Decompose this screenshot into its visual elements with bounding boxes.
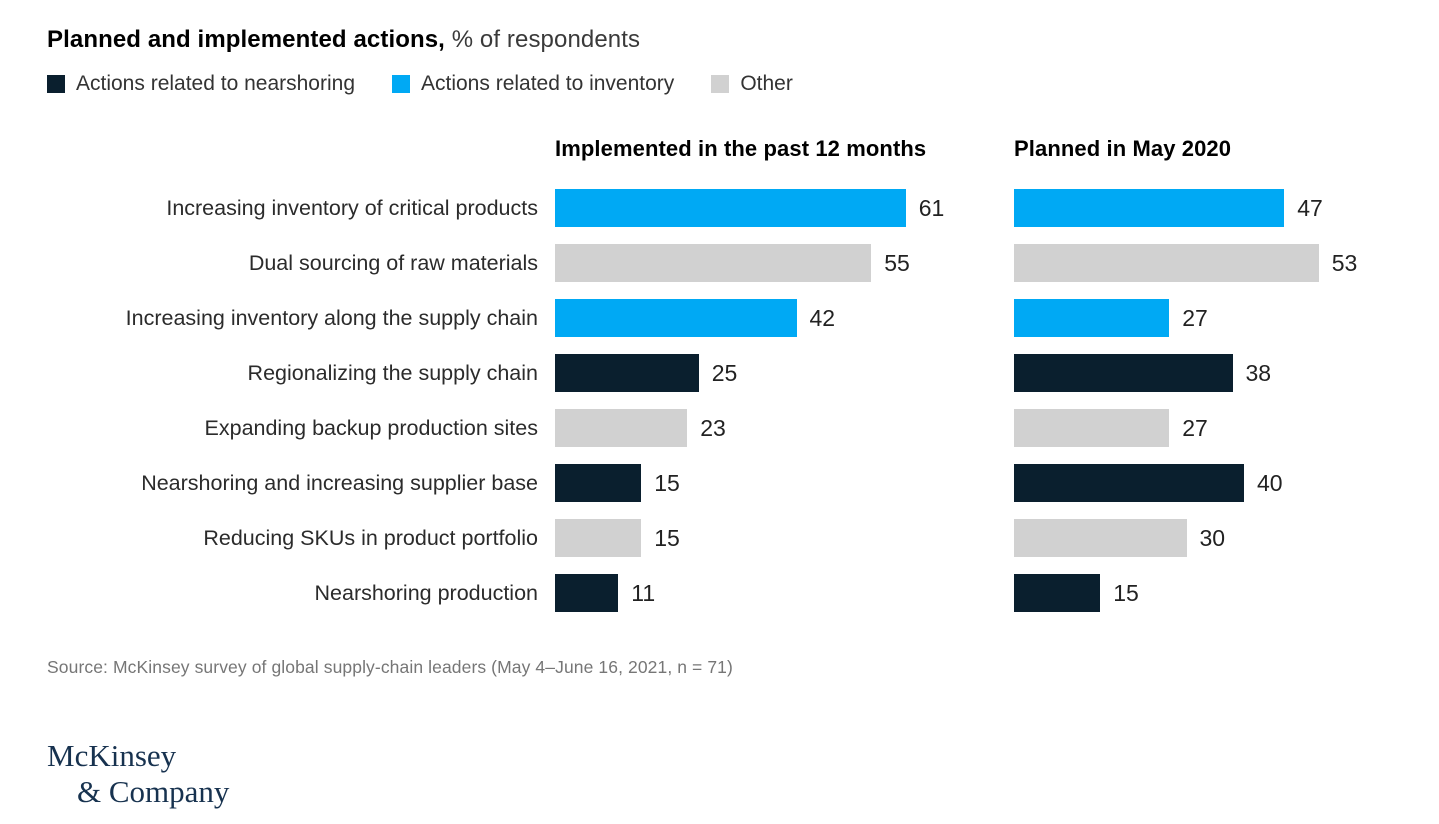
bar-planned (1014, 189, 1285, 227)
bar-value: 11 (631, 579, 656, 606)
cell-implemented: 23 (555, 409, 1014, 447)
category-label: Dual sourcing of raw materials (248, 250, 538, 275)
bar-value: 30 (1199, 524, 1226, 551)
legend-item-inventory: Actions related to inventory (392, 72, 674, 96)
bar-planned (1014, 299, 1170, 337)
bar-planned (1014, 244, 1319, 282)
table-row: Regionalizing the supply chain 25 38 (47, 354, 1439, 392)
bar-implemented (555, 574, 619, 612)
legend-label: Other (740, 72, 793, 95)
legend-swatch-inventory-icon (392, 75, 410, 93)
category-label: Reducing SKUs in product portfolio (203, 525, 538, 550)
table-row: Reducing SKUs in product portfolio 15 30 (47, 519, 1439, 557)
bar-planned (1014, 464, 1244, 502)
source-note: Source: McKinsey survey of global supply… (47, 657, 733, 677)
category-label: Regionalizing the supply chain (247, 360, 538, 385)
bar-value: 27 (1182, 304, 1208, 331)
bar-implemented (555, 409, 688, 447)
cell-planned: 40 (1014, 464, 1439, 502)
bar-value: 42 (809, 304, 836, 331)
bar-value: 15 (654, 469, 680, 496)
bar-value: 61 (918, 194, 945, 221)
cell-planned: 47 (1014, 189, 1439, 227)
column-header-planned: Planned in May 2020 (1014, 136, 1232, 161)
bar-planned (1014, 574, 1101, 612)
table-row: Nearshoring production 11 15 (47, 574, 1439, 612)
legend-item-other: Other (711, 72, 793, 96)
table-row: Nearshoring and increasing supplier base… (47, 464, 1439, 502)
cell-planned: 53 (1014, 244, 1439, 282)
table-row: Dual sourcing of raw materials 55 53 (47, 244, 1439, 282)
header-spacer (47, 136, 555, 162)
legend-item-nearshoring: Actions related to nearshoring (47, 72, 355, 96)
cell-implemented: 55 (555, 244, 1014, 282)
logo-line-2: & Company (77, 774, 230, 809)
bar-implemented (555, 464, 642, 502)
table-row: Expanding backup production sites 23 27 (47, 409, 1439, 447)
logo-line-1: McKinsey (47, 738, 177, 773)
table-row: Increasing inventory along the supply ch… (47, 299, 1439, 337)
bar-planned (1014, 519, 1187, 557)
bar-value: 23 (700, 414, 726, 441)
cell-implemented: 42 (555, 299, 1014, 337)
legend-swatch-nearshoring-icon (47, 75, 65, 93)
column-headers: Implemented in the past 12 months Planne… (47, 136, 1439, 162)
legend: Actions related to nearshoring Actions r… (47, 72, 1439, 96)
cell-planned: 27 (1014, 409, 1439, 447)
category-label: Increasing inventory of critical product… (166, 195, 538, 220)
category-label: Nearshoring production (314, 580, 539, 605)
bar-planned (1014, 409, 1170, 447)
cell-implemented: 61 (555, 189, 1014, 227)
category-label: Increasing inventory along the supply ch… (125, 305, 538, 330)
bar-value: 47 (1297, 194, 1323, 221)
page-title-bold: Planned and implemented actions, (47, 26, 445, 53)
cell-planned: 27 (1014, 299, 1439, 337)
cell-planned: 30 (1014, 519, 1439, 557)
cell-planned: 15 (1014, 574, 1439, 612)
legend-swatch-other-icon (711, 75, 730, 93)
category-label: Expanding backup production sites (204, 415, 538, 440)
bar-value: 15 (1113, 579, 1139, 606)
cell-planned: 38 (1014, 354, 1439, 392)
bar-implemented (555, 244, 872, 282)
table-row: Increasing inventory of critical product… (47, 189, 1439, 227)
cell-implemented: 15 (555, 519, 1014, 557)
mckinsey-logo: McKinsey & Company (47, 738, 1439, 810)
page-title: Planned and implemented actions, % of re… (47, 26, 1439, 54)
bar-value: 53 (1331, 249, 1358, 276)
column-header-implemented: Implemented in the past 12 months (555, 136, 927, 161)
bar-value: 25 (711, 359, 738, 386)
bar-value: 38 (1245, 359, 1272, 386)
bar-implemented (555, 299, 797, 337)
bar-value: 15 (654, 524, 680, 551)
legend-label: Actions related to inventory (421, 72, 675, 95)
bar-implemented (555, 354, 699, 392)
bar-implemented (555, 519, 642, 557)
cell-implemented: 11 (555, 574, 1014, 612)
cell-implemented: 15 (555, 464, 1014, 502)
bar-implemented (555, 189, 906, 227)
page-title-regular: % of respondents (444, 26, 641, 53)
bar-chart-rows: Increasing inventory of critical product… (47, 189, 1439, 612)
legend-label: Actions related to nearshoring (76, 72, 355, 95)
cell-implemented: 25 (555, 354, 1014, 392)
category-label: Nearshoring and increasing supplier base (141, 470, 538, 495)
bar-value: 40 (1257, 469, 1283, 496)
bar-planned (1014, 354, 1233, 392)
bar-value: 27 (1182, 414, 1208, 441)
bar-value: 55 (884, 249, 910, 276)
